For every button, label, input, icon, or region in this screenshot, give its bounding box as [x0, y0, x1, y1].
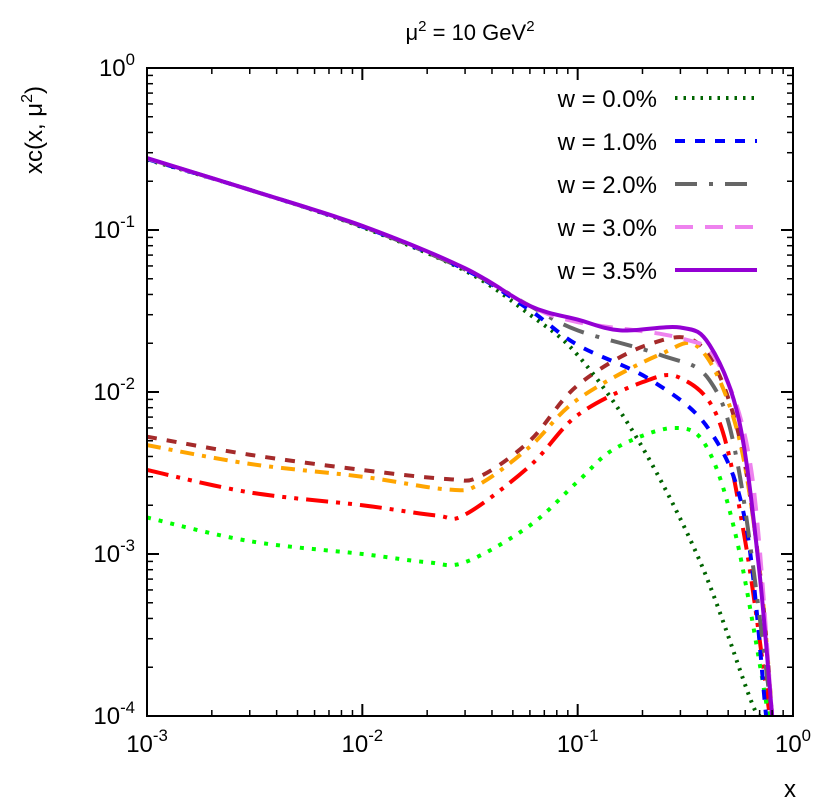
legend-label: w = 2.0% — [557, 172, 657, 199]
x-tick-label: 10-1 — [557, 726, 599, 758]
x-tick-label: 10-2 — [342, 726, 384, 758]
x-tick-label: 100 — [775, 726, 811, 758]
series-line-5 — [147, 335, 775, 716]
series-line-0 — [147, 157, 762, 716]
series-line-7 — [147, 372, 772, 716]
x-axis-label: x — [784, 776, 796, 802]
plot-frame — [146, 67, 794, 717]
chart-title: μ2 = 10 GeV2 — [405, 18, 534, 45]
series-line-3 — [147, 156, 775, 716]
series-line-1 — [147, 157, 769, 716]
legend-label: w = 0.0% — [557, 86, 657, 113]
y-tick-label: 10-3 — [93, 536, 135, 568]
legend-label: w = 1.0% — [557, 129, 657, 156]
series-line-8 — [147, 425, 771, 716]
y-tick-label: 10-1 — [93, 212, 135, 244]
x-tick-label: 10-3 — [126, 726, 168, 758]
legend-label: w = 3.5% — [557, 258, 657, 285]
series-line-2 — [147, 156, 775, 716]
y-tick-label: 100 — [99, 50, 135, 82]
legend-label: w = 3.0% — [557, 215, 657, 242]
series-line-6 — [147, 340, 775, 716]
y-axis-label: xc(x, μ2) — [19, 86, 48, 174]
series-line-4 — [147, 156, 775, 716]
y-tick-label: 10-4 — [93, 698, 135, 730]
y-tick-label: 10-2 — [93, 374, 135, 406]
